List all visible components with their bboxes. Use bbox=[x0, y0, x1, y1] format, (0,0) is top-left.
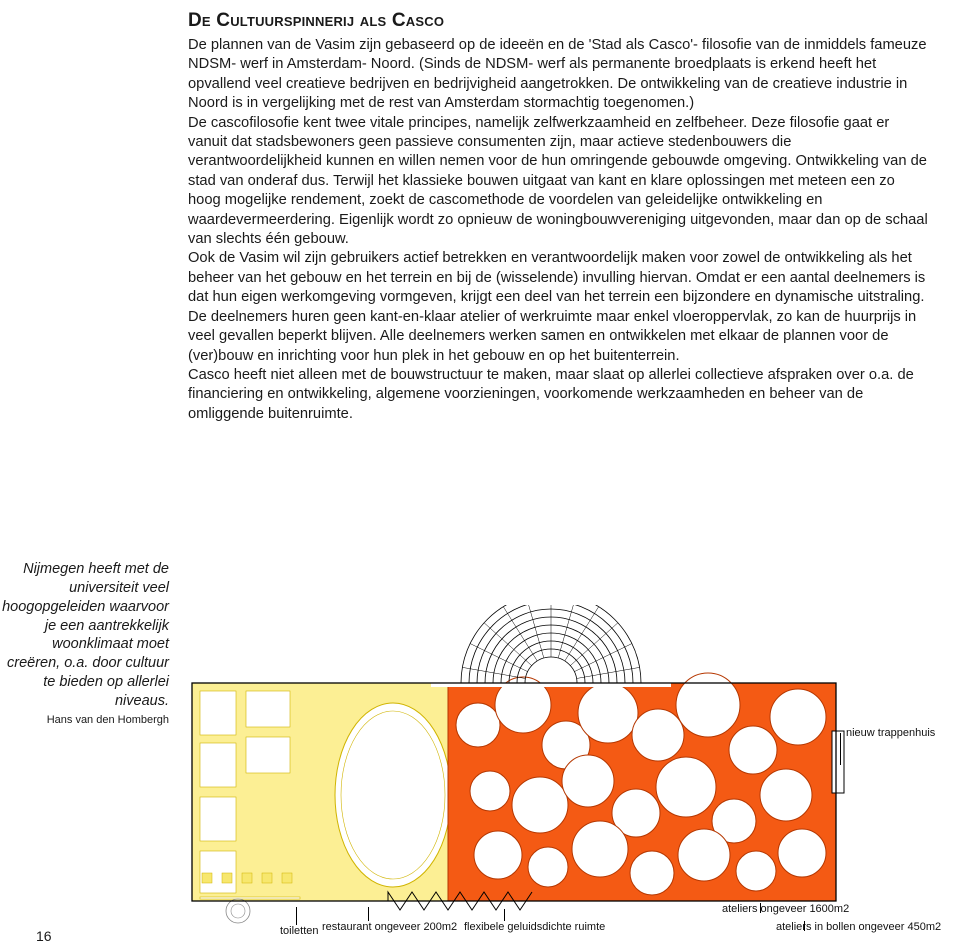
side-quote: Nijmegen heeft met de universiteit veel … bbox=[0, 560, 175, 727]
diagram-label-nieuw-trappenhuis: nieuw trappenhuis bbox=[846, 727, 935, 739]
diagram-label-ateliers-bollen: ateliers in bollen ongeveer 450m2 bbox=[776, 921, 941, 933]
body-text: De plannen van de Vasim zijn gebaseerd o… bbox=[188, 36, 928, 424]
diagram-label-ateliers-1600: ateliers ongeveer 1600m2 bbox=[722, 903, 849, 915]
section-title: De Cultuurspinnerij als Casco bbox=[188, 10, 928, 32]
diagram-label-toiletten: toiletten bbox=[280, 925, 319, 937]
side-quote-text: Nijmegen heeft met de universiteit veel … bbox=[2, 561, 169, 709]
floorplan-diagram: nieuw trappenhuisateliers ongeveer 1600m… bbox=[188, 605, 928, 935]
page-number: 16 bbox=[36, 928, 52, 944]
side-quote-attribution: Hans van den Hombergh bbox=[0, 713, 169, 727]
diagram-label-flexibele: flexibele geluidsdichte ruimte bbox=[464, 921, 605, 933]
floorplan-svg bbox=[188, 605, 928, 935]
diagram-label-restaurant: restaurant ongeveer 200m2 bbox=[322, 921, 457, 933]
